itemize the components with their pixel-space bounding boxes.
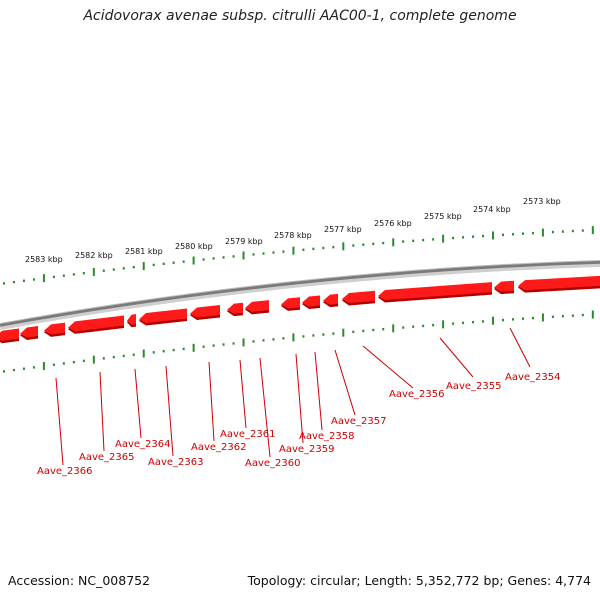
- scale-label: 2582 kbp: [75, 251, 113, 260]
- gene-arrow: [0, 328, 19, 341]
- gene-arrow: [44, 322, 65, 335]
- scale-label: 2580 kbp: [175, 242, 213, 251]
- scale-label: 2575 kbp: [424, 212, 462, 221]
- gene-arrow: [139, 308, 187, 324]
- genome-title: Acidovorax avenae subsp. citrulli AAC00-…: [83, 8, 517, 24]
- leader-line: [259, 357, 271, 458]
- gene-arrow: [227, 302, 243, 314]
- gene-arrow: [323, 293, 338, 305]
- gene-features: [0, 275, 600, 344]
- leader-line: [55, 377, 64, 466]
- leader-line: [165, 365, 174, 457]
- topology-summary: Topology: circular; Length: 5,352,772 bp…: [247, 573, 591, 588]
- leader-line: [134, 368, 142, 439]
- gene-label: Aave_2358: [299, 431, 355, 442]
- backbone-shadow: [0, 261, 600, 330]
- gene-label-leaders: [55, 327, 531, 466]
- scale-label: 2579 kbp: [225, 237, 263, 246]
- leader-line: [509, 327, 531, 368]
- leader-line: [362, 345, 414, 389]
- gene-arrow: [281, 297, 300, 309]
- scale-label: 2578 kbp: [274, 231, 312, 240]
- leader-line: [239, 359, 247, 429]
- gene-label: Aave_2365: [79, 452, 135, 463]
- gene-label: Aave_2357: [331, 416, 387, 427]
- gene-arrow: [20, 326, 38, 338]
- leader-line: [99, 371, 105, 452]
- gene-label: Aave_2364: [115, 439, 171, 450]
- gene-label: Aave_2361: [220, 429, 276, 440]
- scale-label: 2573 kbp: [523, 197, 561, 206]
- gene-arrow: [302, 295, 320, 307]
- gene-arrow: [127, 314, 136, 325]
- gene-arrow: [245, 300, 269, 312]
- scale-labels: 2583 kbp 2582 kbp 2581 kbp 2580 kbp 2579 kbp…: [25, 197, 561, 264]
- gene-labels: Aave_2366 Aave_2365 Aave_2364 Aave_2363 Aave…: [37, 372, 561, 477]
- gene-label: Aave_2363: [148, 457, 204, 468]
- gene-label: Aave_2354: [505, 372, 561, 383]
- gene-arrow: [342, 290, 375, 303]
- gene-label: Aave_2356: [389, 389, 445, 400]
- scale-label: 2574 kbp: [473, 205, 511, 214]
- leader-line: [208, 361, 215, 442]
- backbone-highlight: [0, 260, 600, 324]
- scale-label: 2583 kbp: [25, 255, 63, 264]
- gene-label: Aave_2366: [37, 466, 93, 477]
- gene-label: Aave_2355: [446, 381, 502, 392]
- upper-scale-ticks: [3, 226, 594, 285]
- gene-label: Aave_2362: [191, 442, 247, 453]
- lower-scale-ticks: [3, 310, 594, 373]
- gene-arrow: [518, 275, 600, 291]
- gene-label: Aave_2360: [245, 458, 301, 469]
- scale-label: 2576 kbp: [374, 219, 412, 228]
- leader-line: [439, 337, 474, 378]
- scale-label: 2577 kbp: [324, 225, 362, 234]
- gene-arrow: [494, 280, 514, 292]
- gene-label: Aave_2359: [279, 444, 335, 455]
- gene-arrow: [68, 315, 124, 332]
- leader-line: [295, 353, 304, 444]
- gene-arrow: [378, 282, 492, 300]
- leader-line: [334, 349, 356, 416]
- gene-arrow: [190, 305, 220, 318]
- genome-backbone: [0, 260, 600, 327]
- accession-text: Accession: NC_008752: [8, 573, 151, 588]
- leader-line: [314, 351, 323, 431]
- scale-label: 2581 kbp: [125, 247, 163, 256]
